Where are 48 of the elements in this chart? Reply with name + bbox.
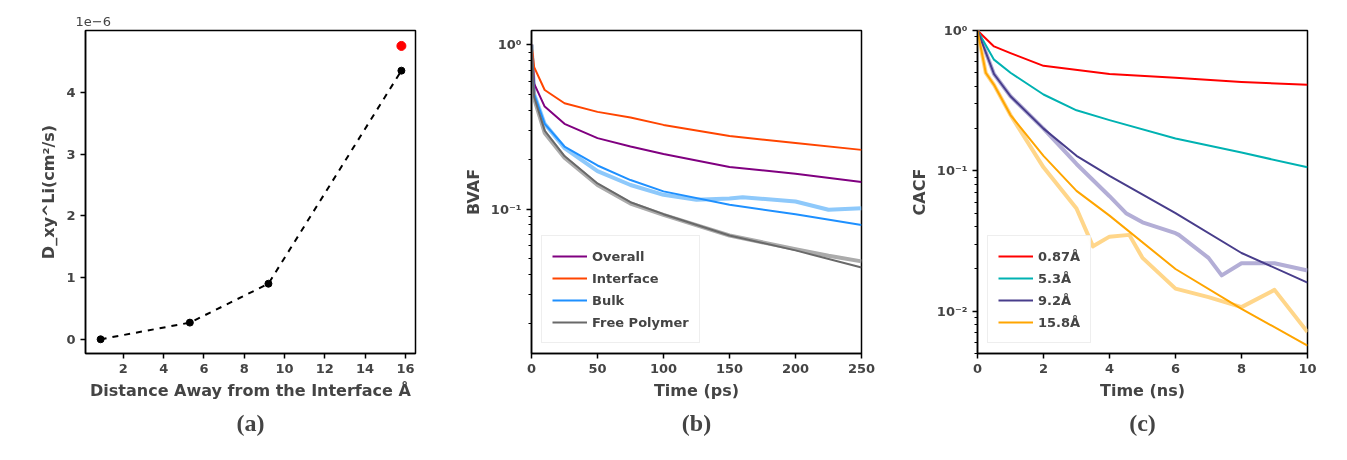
- x-tick-label: 10: [1298, 360, 1317, 376]
- text: (a): [236, 409, 265, 436]
- x-tick-label: 4: [1104, 360, 1115, 376]
- x-axis-title: Time (ps): [653, 380, 740, 400]
- x-tick-label: 50: [588, 360, 607, 376]
- x-tick-label: 250: [847, 360, 876, 376]
- x-tick-label: 8: [239, 360, 249, 376]
- y-tick-label: 4: [66, 84, 76, 100]
- x-tick-label: 100: [649, 360, 678, 376]
- y-tick-label: 10⁻¹: [490, 201, 522, 217]
- x-axis-title: Distance Away from the Interface Å: [90, 380, 412, 400]
- y-axis-title: D_xy^Li(cm²/s): [39, 124, 59, 260]
- text: 1e−6: [75, 13, 111, 29]
- x-tick-label: 0: [526, 360, 537, 376]
- y-axis-title: CACF: [909, 168, 929, 216]
- x-tick-label: 4: [159, 360, 169, 376]
- y-tick-label: 10⁻¹: [936, 163, 968, 179]
- x-tick-label: 16: [396, 360, 415, 376]
- legend-label: Interface: [592, 270, 659, 286]
- x-tick-label: 0: [972, 360, 983, 376]
- text: (b): [681, 409, 712, 436]
- y-tick-label: 10⁰: [943, 23, 968, 38]
- legend-label: Bulk: [592, 292, 625, 308]
- x-tick-label: 12: [315, 360, 334, 376]
- x-tick-label: 14: [356, 360, 375, 376]
- y-tick-label: 3: [66, 146, 76, 162]
- legend-label: 5.3Å: [1038, 270, 1072, 286]
- x-tick-label: 6: [199, 360, 209, 376]
- y-tick-label: 0: [66, 331, 76, 347]
- x-tick-label: 8: [1236, 360, 1247, 376]
- legend-label: 9.2Å: [1038, 292, 1072, 308]
- x-tick-label: 10: [275, 360, 294, 376]
- y-axis-title: BVAF: [463, 168, 483, 216]
- legend-label: Overall: [592, 248, 645, 264]
- y-tick-label: 10⁻²: [936, 303, 968, 319]
- x-tick-label: 150: [715, 360, 744, 376]
- legend-label: 0.87Å: [1038, 248, 1081, 264]
- x-axis-title: Time (ns): [1099, 380, 1186, 400]
- legend-label: Free Polymer: [592, 314, 689, 330]
- y-tick-label: 10⁰: [497, 37, 522, 53]
- x-tick-label: 2: [1038, 360, 1049, 376]
- y-tick-label: 2: [66, 208, 76, 224]
- x-tick-label: 2: [118, 360, 128, 376]
- x-tick-label: 200: [781, 360, 810, 376]
- y-tick-label: 1: [66, 270, 76, 286]
- legend-label: 15.8Å: [1038, 314, 1081, 330]
- x-tick-label: 6: [1170, 360, 1181, 376]
- text: (c): [1129, 409, 1156, 436]
